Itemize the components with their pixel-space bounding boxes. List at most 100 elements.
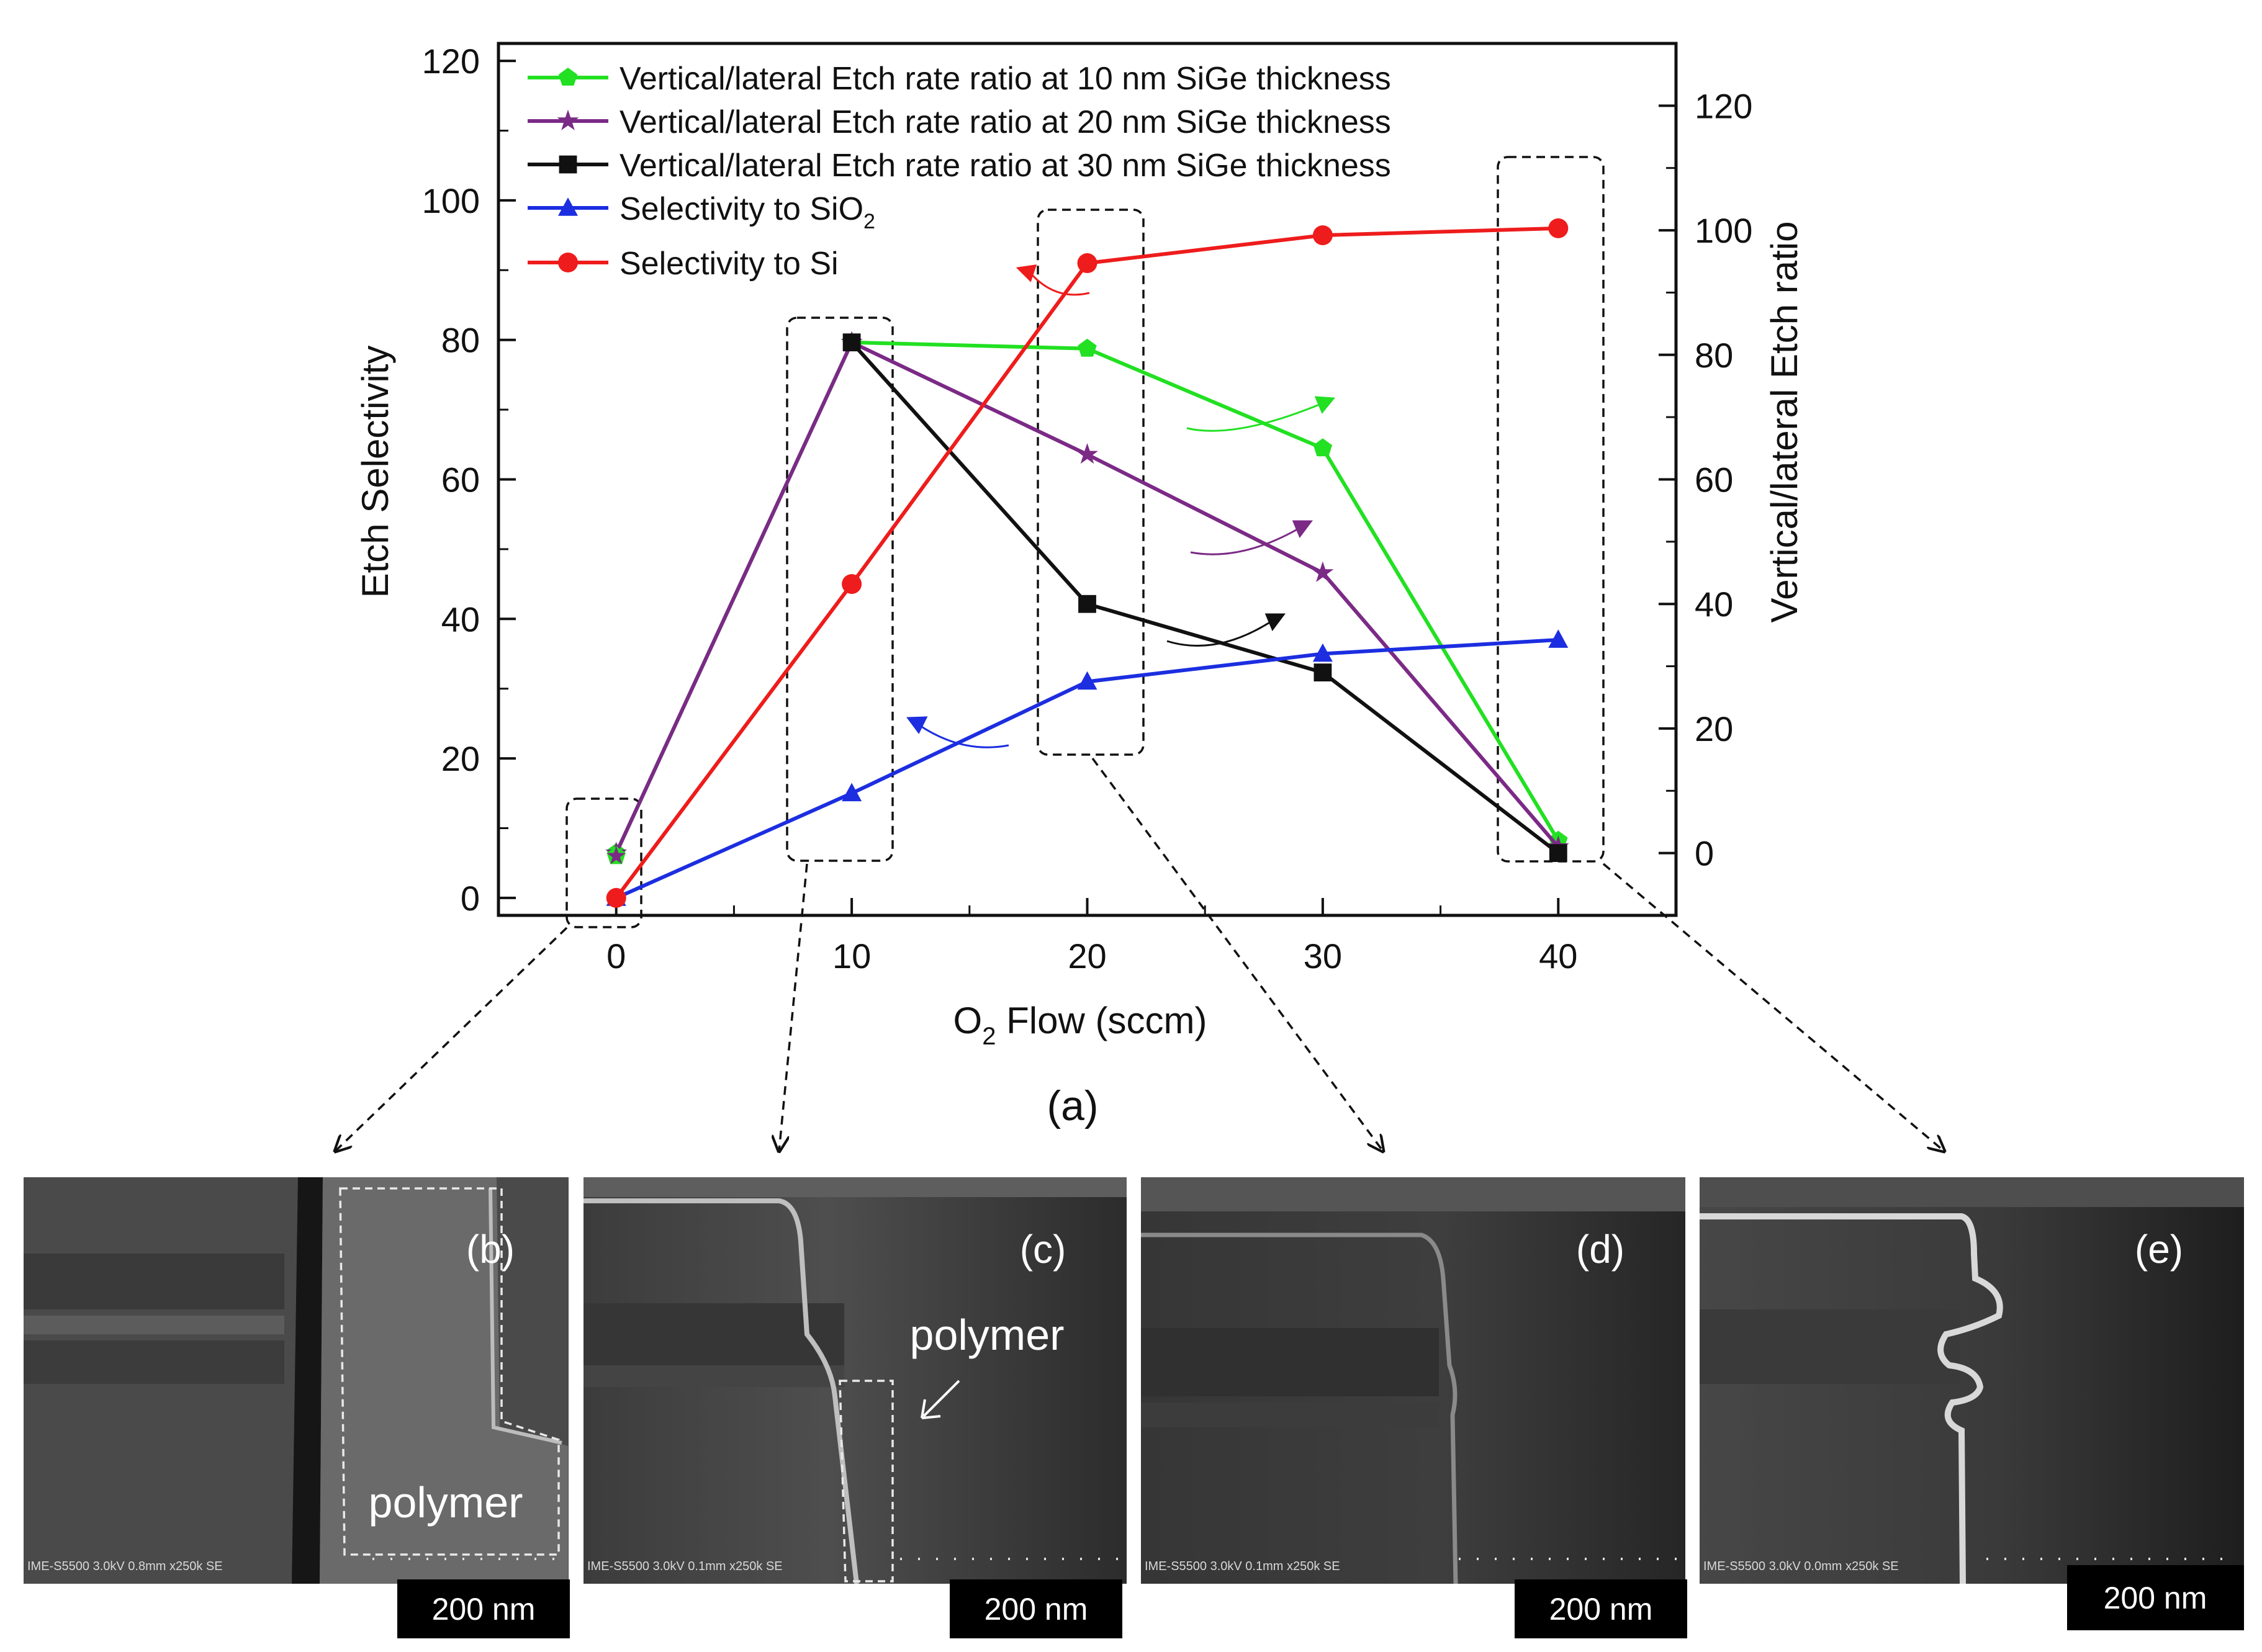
highlight-box-10 [786,316,894,862]
left-tick-label: 120 [422,42,480,81]
right-tick-label: 60 [1695,460,1733,500]
sem-info-d: IME-S5500 3.0kV 0.1mm x250k SE [1145,1560,1340,1573]
data-point-star [1312,561,1334,582]
sem-layer-b3 [24,1340,284,1384]
black-right-arrowhead [1264,613,1286,631]
legend-marker-circle [558,253,578,272]
data-point-square [1313,663,1332,682]
sio2-left-arrow [918,724,1009,748]
green-right-arrow [1186,402,1323,432]
sem-layer-b2 [24,1316,284,1334]
legend-marker-star [557,109,579,130]
left-tick-label: 60 [441,460,480,500]
series-circle [606,218,1569,908]
sem-polymer-b [320,1177,568,1584]
scalebar-text-e: 200 nm [2104,1581,2207,1615]
sem-top-band-d [1141,1177,1685,1211]
pointer-arrows [335,757,1944,1151]
legend-entry: Selectivity to Si [528,246,839,282]
scalebar-c [950,1579,1122,1638]
axis-indicator-arrows [906,264,1335,748]
data-point-triangle [1548,629,1569,648]
data-point-pentagon [1313,438,1333,457]
annotation-arrow-c [922,1380,960,1417]
sem-panel-b: (b) polymer IME-S5500 3.0kV 0.8mm x250k … [24,1177,570,1638]
legend-label: Vertical/lateral Etch rate ratio at 30 n… [620,148,1391,184]
sem-info-c: IME-S5500 3.0kV 0.1mm x250k SE [587,1560,783,1573]
purple-right-arrow [1190,526,1301,555]
right-tick-label: 0 [1695,834,1714,873]
scalebar-text-d: 200 nm [1549,1592,1653,1627]
x-tick-label: 10 [832,936,871,976]
sem-layers-b [24,1254,284,1309]
left-tick-label: 0 [461,879,480,918]
data-point-square [1549,844,1567,863]
x-tick-label: 30 [1304,936,1342,976]
data-point-square [1078,595,1096,613]
data-point-triangle [1077,671,1097,690]
data-point-circle [1312,225,1333,246]
panel-label-c: (c) [1020,1227,1066,1272]
legend-marker-square [559,155,577,174]
right-tick-label: 80 [1695,336,1733,375]
legend-marker-triangle [558,197,578,216]
x-tick-label: 20 [1068,936,1106,976]
scalebar-e [2067,1565,2244,1630]
sem-layer-c2 [584,1365,844,1387]
panel-label-b: (b) [466,1227,515,1272]
left-tick-label: 80 [441,321,480,360]
legend-entry: Selectivity to SiO2 [528,191,875,233]
sem-panel-d: (d) IME-S5500 3.0kV 0.1mm x250k SE 200 n… [1141,1177,1687,1638]
data-point-circle [606,887,626,908]
series-triangle [606,629,1569,906]
sem-layers-d [1141,1328,1439,1396]
sem-layers-c [584,1303,844,1365]
sem-edge-d [1141,1232,1458,1584]
pointer-to-d [1091,757,1383,1151]
right-tick-label: 20 [1695,709,1733,748]
legend-label-sub: 2 [863,210,875,233]
left-axis-ticks: 0 20 40 60 80 100 120 [422,42,516,918]
data-point-pentagon [1078,338,1097,357]
scalebar-text-c: 200 nm [985,1592,1088,1627]
right-tick-label: 100 [1695,211,1752,250]
legend-marker-pentagon [558,68,578,86]
data-point-circle [842,574,862,595]
scalebar-d [1515,1579,1687,1638]
sio2-left-arrowhead [906,716,928,734]
sem-edge-e [1700,1213,2003,1584]
data-point-square [842,333,861,352]
data-point-triangle [1312,643,1333,662]
sem-panel-e: (e) IME-S5500 3.0kV 0.0mm x250k SE 200 n… [1700,1177,2244,1630]
sem-top-band-e [1700,1177,2244,1207]
sem-layers-e [1700,1309,1960,1384]
x-axis-label: O2 Flow (sccm) [953,1000,1207,1050]
annotation-arrowhead-c [921,1399,941,1419]
series-square [842,333,1567,863]
x-axis-ticks: 0 10 20 30 40 [606,898,1577,976]
left-tick-label: 40 [441,599,480,639]
highlight-box-40 [1497,156,1605,863]
pointer-to-c [779,863,808,1151]
highlight-box-0 [566,797,642,928]
y-axis-left-label: Etch Selectivity [354,346,396,598]
green-right-arrowhead [1314,396,1335,414]
data-point-triangle [842,783,862,802]
left-tick-label: 100 [422,181,480,220]
si-left-arrowhead [1016,264,1037,282]
panel-label-e: (e) [2135,1227,2183,1272]
legend-entry: Vertical/lateral Etch rate ratio at 20 n… [528,104,1391,140]
pointer-to-b [335,927,568,1151]
right-tick-label: 40 [1695,585,1733,624]
annotation-c: polymer [910,1311,1065,1359]
scalebar-b [397,1579,570,1638]
si-left-arrow [1029,272,1090,296]
sem-info-b: IME-S5500 3.0kV 0.8mm x250k SE [27,1560,223,1573]
polymer-outline-c [839,1380,894,1582]
legend-label-main: Selectivity to SiO [620,191,863,227]
y-axis-right-label: Vertical/lateral Etch ratio [1764,222,1805,623]
purple-right-arrowhead [1292,520,1313,538]
scalebar-text-b: 200 nm [432,1592,536,1627]
legend-label: Vertical/lateral Etch rate ratio at 10 n… [620,61,1391,97]
